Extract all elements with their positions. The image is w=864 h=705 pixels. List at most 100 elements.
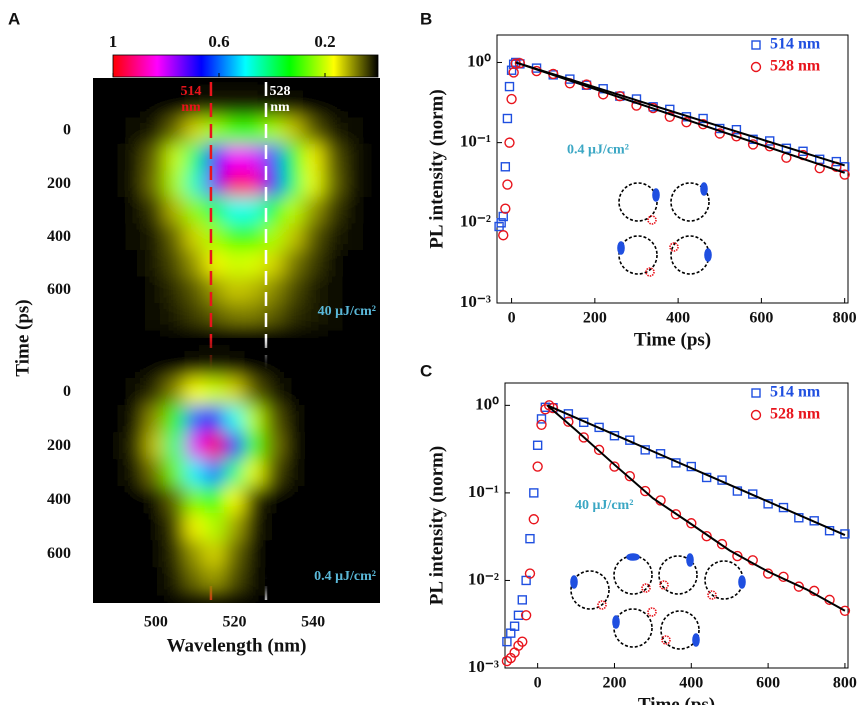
panel-label: B xyxy=(420,9,432,28)
heatmap-cell xyxy=(204,303,226,331)
marker-circle xyxy=(670,509,682,520)
marker-square xyxy=(502,113,513,124)
heatmap-cell xyxy=(283,223,304,251)
heatmap-cell xyxy=(322,486,344,515)
x-axis-label: Time (ps) xyxy=(634,329,711,350)
heatmap-cell xyxy=(204,513,226,542)
heatmap-cell xyxy=(165,170,186,198)
heatmap-cell xyxy=(165,196,186,225)
marker-circle xyxy=(528,514,540,525)
heatmap-cell xyxy=(342,170,363,198)
heatmap-cell xyxy=(224,143,245,172)
heatmap-cell xyxy=(342,117,363,145)
heatmap-cell xyxy=(322,249,344,278)
heatmap-cell xyxy=(165,486,186,515)
heatmap-cell xyxy=(145,486,167,515)
marker-label: 528 xyxy=(269,84,290,99)
annotation: 40 μJ/cm² xyxy=(575,498,633,513)
panel-label: A xyxy=(8,9,20,28)
heatmap-cell xyxy=(302,196,324,225)
marker-circle xyxy=(701,531,712,542)
heatmap-cell xyxy=(125,143,147,172)
heatmap-cell xyxy=(263,276,285,305)
marker-circle xyxy=(504,137,515,148)
heatmap-cell xyxy=(165,405,186,434)
annotation: 0.4 μJ/cm² xyxy=(567,142,629,157)
inset-b xyxy=(617,182,712,277)
y-tick-label: 600 xyxy=(47,281,71,298)
heatmap-cell xyxy=(322,513,344,542)
heatmap-cell xyxy=(145,378,167,407)
fit-line xyxy=(515,61,845,174)
x-tick-label: 200 xyxy=(583,310,607,327)
heatmap-cell xyxy=(145,459,167,488)
heatmap-cell xyxy=(184,351,206,380)
heatmap-cell xyxy=(125,170,147,198)
heatmap-cell xyxy=(224,513,245,542)
heatmap-cell xyxy=(342,223,363,251)
legend-marker xyxy=(751,388,761,398)
heatmap-cell xyxy=(243,432,265,461)
heatmap-cell xyxy=(204,459,226,488)
heatmap-cell xyxy=(106,223,127,251)
marker-circle xyxy=(532,461,543,472)
heatmap-cell xyxy=(342,143,363,172)
heatmap-cell xyxy=(224,540,245,569)
heatmap-cell xyxy=(243,567,265,596)
heatmap-cell xyxy=(243,90,265,119)
heatmap-cell xyxy=(263,351,285,380)
y-tick-label: 10⁻³ xyxy=(460,292,491,311)
annotation: 40 μJ/cm² xyxy=(318,304,376,319)
x-tick-label: 600 xyxy=(756,675,780,692)
y-tick-label: 10⁰ xyxy=(467,51,491,70)
marker-square xyxy=(513,610,524,620)
heatmap-cell xyxy=(283,117,304,145)
heatmap-cell xyxy=(184,513,206,542)
heatmap-cell xyxy=(283,540,304,569)
colorbar-tick-label: 1 xyxy=(109,32,118,51)
heatmap-cell xyxy=(125,459,147,488)
y-axis-label: Time (ps) xyxy=(12,299,33,376)
heatmap-cell xyxy=(145,276,167,305)
heatmap-cell xyxy=(283,486,304,515)
heatmap-cell xyxy=(243,378,265,407)
y-axis-label: PL intensity (norm) xyxy=(426,89,447,248)
heatmap-cell xyxy=(263,405,285,434)
heatmap-cell xyxy=(224,303,245,331)
heatmap-cell xyxy=(145,540,167,569)
heatmap-cell xyxy=(342,567,363,596)
marker-circle xyxy=(536,419,547,430)
heatmap-cell xyxy=(302,486,324,515)
heatmap-cell xyxy=(342,405,363,434)
heatmap-cell xyxy=(165,276,186,305)
heatmap-cell xyxy=(145,513,167,542)
y-tick-label: 400 xyxy=(47,228,71,245)
y-tick-label: 10⁻³ xyxy=(468,657,499,676)
heatmap-cell xyxy=(165,117,186,145)
heatmap-cell xyxy=(263,378,285,407)
heatmap-cell xyxy=(283,143,304,172)
heatmap xyxy=(106,351,363,596)
marker-square xyxy=(502,636,512,647)
heatmap-cell xyxy=(125,117,147,145)
heatmap-cell xyxy=(125,303,147,331)
heatmap-cell xyxy=(165,351,186,380)
heatmap-cell xyxy=(106,459,127,488)
heatmap-cell xyxy=(204,540,226,569)
heatmap-cell xyxy=(322,276,344,305)
heatmap-cell xyxy=(243,117,265,145)
heatmap-cell xyxy=(224,378,245,407)
heatmap-cell xyxy=(322,170,344,198)
inset-c xyxy=(570,553,746,650)
colorbar-tick-label: 0.6 xyxy=(208,32,229,51)
heatmap-cell xyxy=(106,378,127,407)
marker-circle xyxy=(498,230,509,241)
marker-circle xyxy=(524,568,536,579)
heatmap-cell xyxy=(165,567,186,596)
heatmap-cell xyxy=(106,486,127,515)
heatmap-cell xyxy=(145,117,167,145)
heatmap-cell xyxy=(224,405,245,434)
marker-square xyxy=(732,486,743,496)
x-tick-label: 600 xyxy=(749,310,773,327)
heatmap-cell xyxy=(342,486,363,515)
